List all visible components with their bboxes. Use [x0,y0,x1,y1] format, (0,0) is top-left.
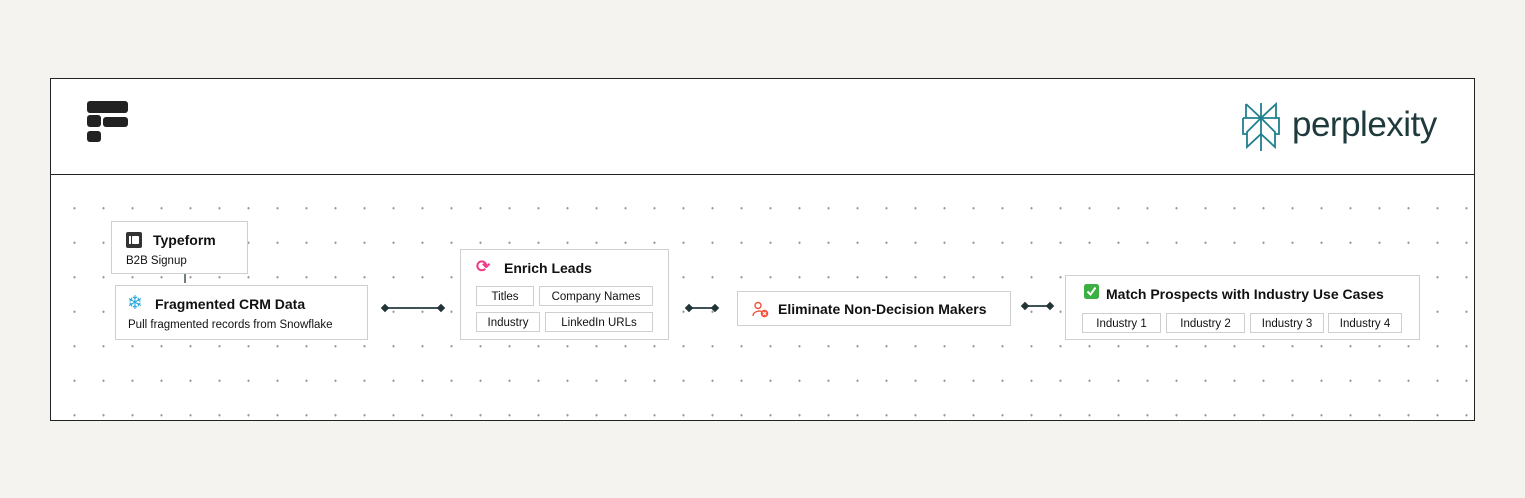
chip-linkedin-urls: LinkedIn URLs [545,312,653,332]
node-title: Match Prospects with Industry Use Cases [1106,286,1384,302]
refresh-icon: ⟳ [476,257,491,276]
remove-user-icon [752,301,769,318]
chip-industry-4: Industry 4 [1328,313,1402,333]
chip-industry: Industry [476,312,540,332]
connector-crm-enrich [385,307,441,309]
node-subtitle: B2B Signup [126,255,187,267]
node-fragmented-crm[interactable]: ❄ Fragmented CRM Data Pull fragmented re… [115,285,368,340]
node-subtitle: Pull fragmented records from Snowflake [128,319,333,331]
chip-titles: Titles [476,286,534,306]
diagram-canvas: Typeform B2B Signup ❄ Fragmented CRM Dat… [51,175,1474,420]
node-enrich-leads[interactable]: ⟳ Enrich Leads Titles Company Names Indu… [460,249,669,340]
check-box-icon [1084,284,1099,299]
typeform-logo [87,101,128,142]
node-title: Fragmented CRM Data [155,296,306,312]
connector-eliminate-match [1025,305,1050,307]
chip-industry-2: Industry 2 [1166,313,1245,333]
header: perplexity [51,79,1474,175]
connector-typeform-crm [184,271,186,283]
typeform-icon [126,232,142,248]
connector-enrich-eliminate [689,307,715,309]
node-title: Eliminate Non-Decision Makers [778,301,987,317]
node-match-prospects[interactable]: Match Prospects with Industry Use Cases … [1065,275,1420,340]
snowflake-icon: ❄ [127,293,143,314]
node-title: Typeform [153,232,216,248]
chip-industry-3: Industry 3 [1250,313,1324,333]
perplexity-wordmark: perplexity [1292,105,1437,144]
perplexity-logo-icon [1242,102,1280,151]
chip-industry-1: Industry 1 [1082,313,1161,333]
node-typeform[interactable]: Typeform B2B Signup [111,221,248,274]
node-eliminate-non-decision-makers[interactable]: Eliminate Non-Decision Makers [737,291,1011,326]
chip-company-names: Company Names [539,286,653,306]
node-title: Enrich Leads [504,260,592,276]
workflow-frame: perplexity Typeform B2B Signup ❄ Fragmen… [50,78,1475,421]
